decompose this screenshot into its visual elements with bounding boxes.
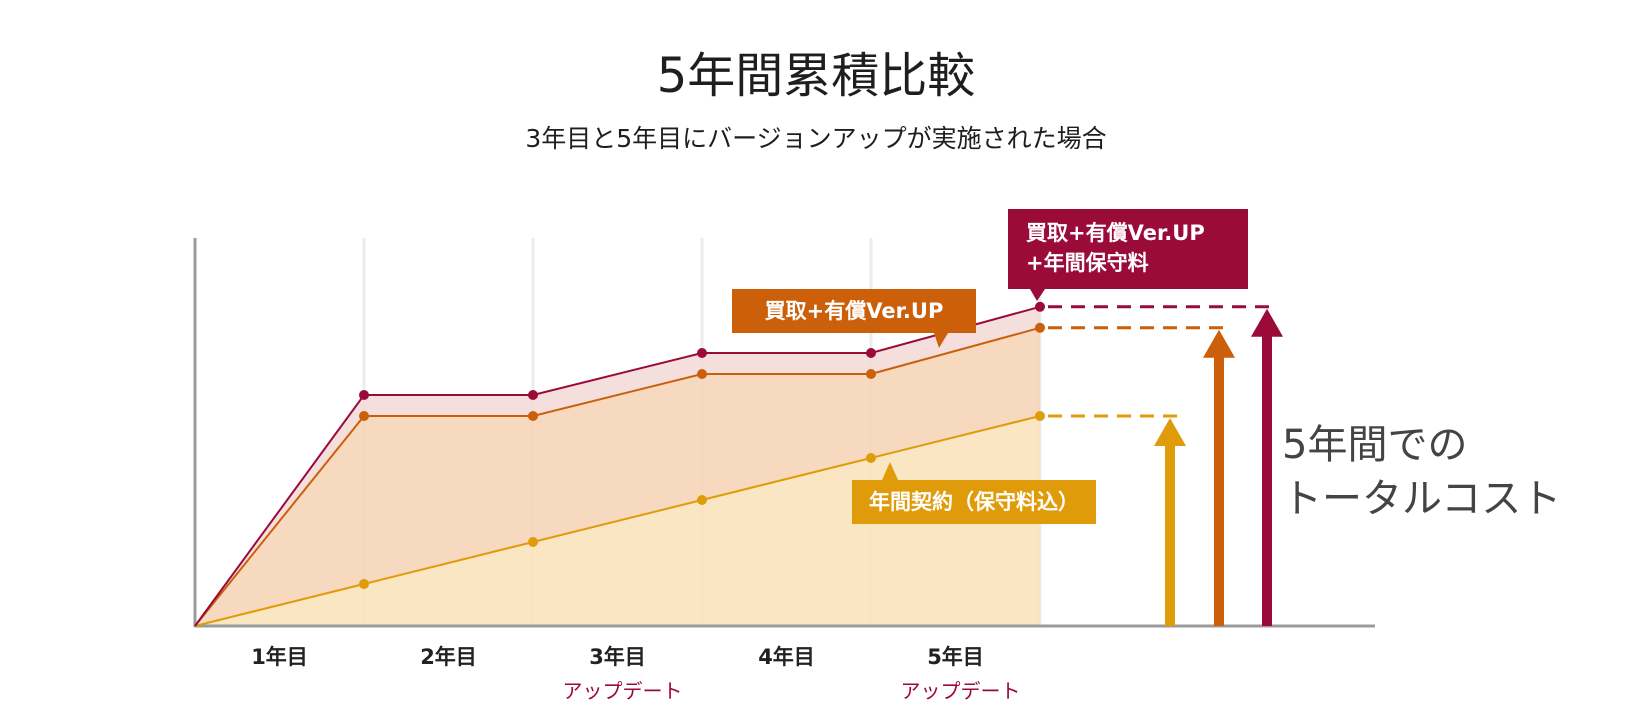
point-buy_up-2 — [528, 411, 538, 421]
arrow-shaft-buy_up — [1214, 355, 1224, 626]
chart-title: 5年間累積比較 — [656, 48, 976, 104]
total-cost-label: 5年間での トータルコスト — [1282, 418, 1561, 526]
pointer-annual — [882, 462, 898, 480]
x-tick-label-2: 2年目 — [420, 645, 477, 669]
pointer-buy-up — [934, 333, 948, 348]
point-annual-2 — [528, 537, 538, 547]
total-cost-label-line1: 5年間での — [1282, 422, 1468, 468]
point-annual-4 — [866, 453, 876, 463]
chart-subtitle: 3年目と5年目にバージョンアップが実施された場合 — [525, 124, 1107, 153]
area-buy-up — [195, 327, 1040, 626]
callout-buy-up: 買取+有償Ver.UP — [732, 289, 976, 333]
callout-buy-up-maint-line1: 買取+有償Ver.UP — [1026, 221, 1205, 245]
area-fills — [195, 306, 1040, 626]
point-buy_up-1 — [359, 411, 369, 421]
x-note-3: アップデート — [563, 679, 683, 703]
axes — [193, 238, 1375, 628]
arrow-head-buy_up — [1203, 329, 1235, 358]
arrow-head-annual — [1154, 418, 1186, 446]
callout-annual: 年間契約（保守料込） — [852, 480, 1096, 524]
x-tick-label-4: 4年目 — [758, 645, 815, 669]
point-buy_up_maint-2 — [528, 390, 538, 400]
point-buy_up_maint-1 — [359, 390, 369, 400]
arrow-head-buy_up_maint — [1251, 308, 1283, 337]
total-dashes — [1048, 305, 1273, 418]
series-points — [359, 301, 1045, 589]
callout-buy-up-maint-line2: +年間保守料 — [1026, 251, 1149, 275]
callout-pointers — [882, 289, 1045, 480]
arrow-shaft-buy_up_maint — [1262, 334, 1272, 626]
line-buy_up — [194, 326, 1041, 627]
point-annual-1 — [359, 579, 369, 589]
x-tick-label-3: 3年目 — [589, 645, 646, 669]
point-buy_up-3 — [697, 369, 707, 379]
arrow-shaft-annual — [1165, 444, 1175, 626]
pointer-buy-up-maint — [1030, 289, 1045, 301]
line-annual — [194, 415, 1041, 627]
area-buy-up-maint — [195, 306, 1040, 626]
point-annual-5 — [1035, 411, 1045, 421]
point-buy_up_maint-4 — [866, 348, 876, 358]
point-buy_up-4 — [866, 369, 876, 379]
point-buy_up_maint-3 — [697, 348, 707, 358]
x-tick-label-5: 5年目 — [927, 645, 984, 669]
point-buy_up-5 — [1035, 322, 1045, 333]
point-buy_up_maint-5 — [1035, 301, 1045, 312]
x-tick-label-1: 1年目 — [251, 645, 308, 669]
total-cost-label-line2: トータルコスト — [1282, 476, 1562, 522]
point-annual-3 — [697, 495, 707, 505]
line-buy_up_maint — [194, 305, 1041, 627]
x-note-5: アップデート — [901, 679, 1021, 703]
series-lines — [194, 305, 1041, 627]
callout-buy-up-maint: 買取+有償Ver.UP +年間保守料 — [1008, 209, 1248, 289]
total-arrows — [1154, 308, 1283, 626]
